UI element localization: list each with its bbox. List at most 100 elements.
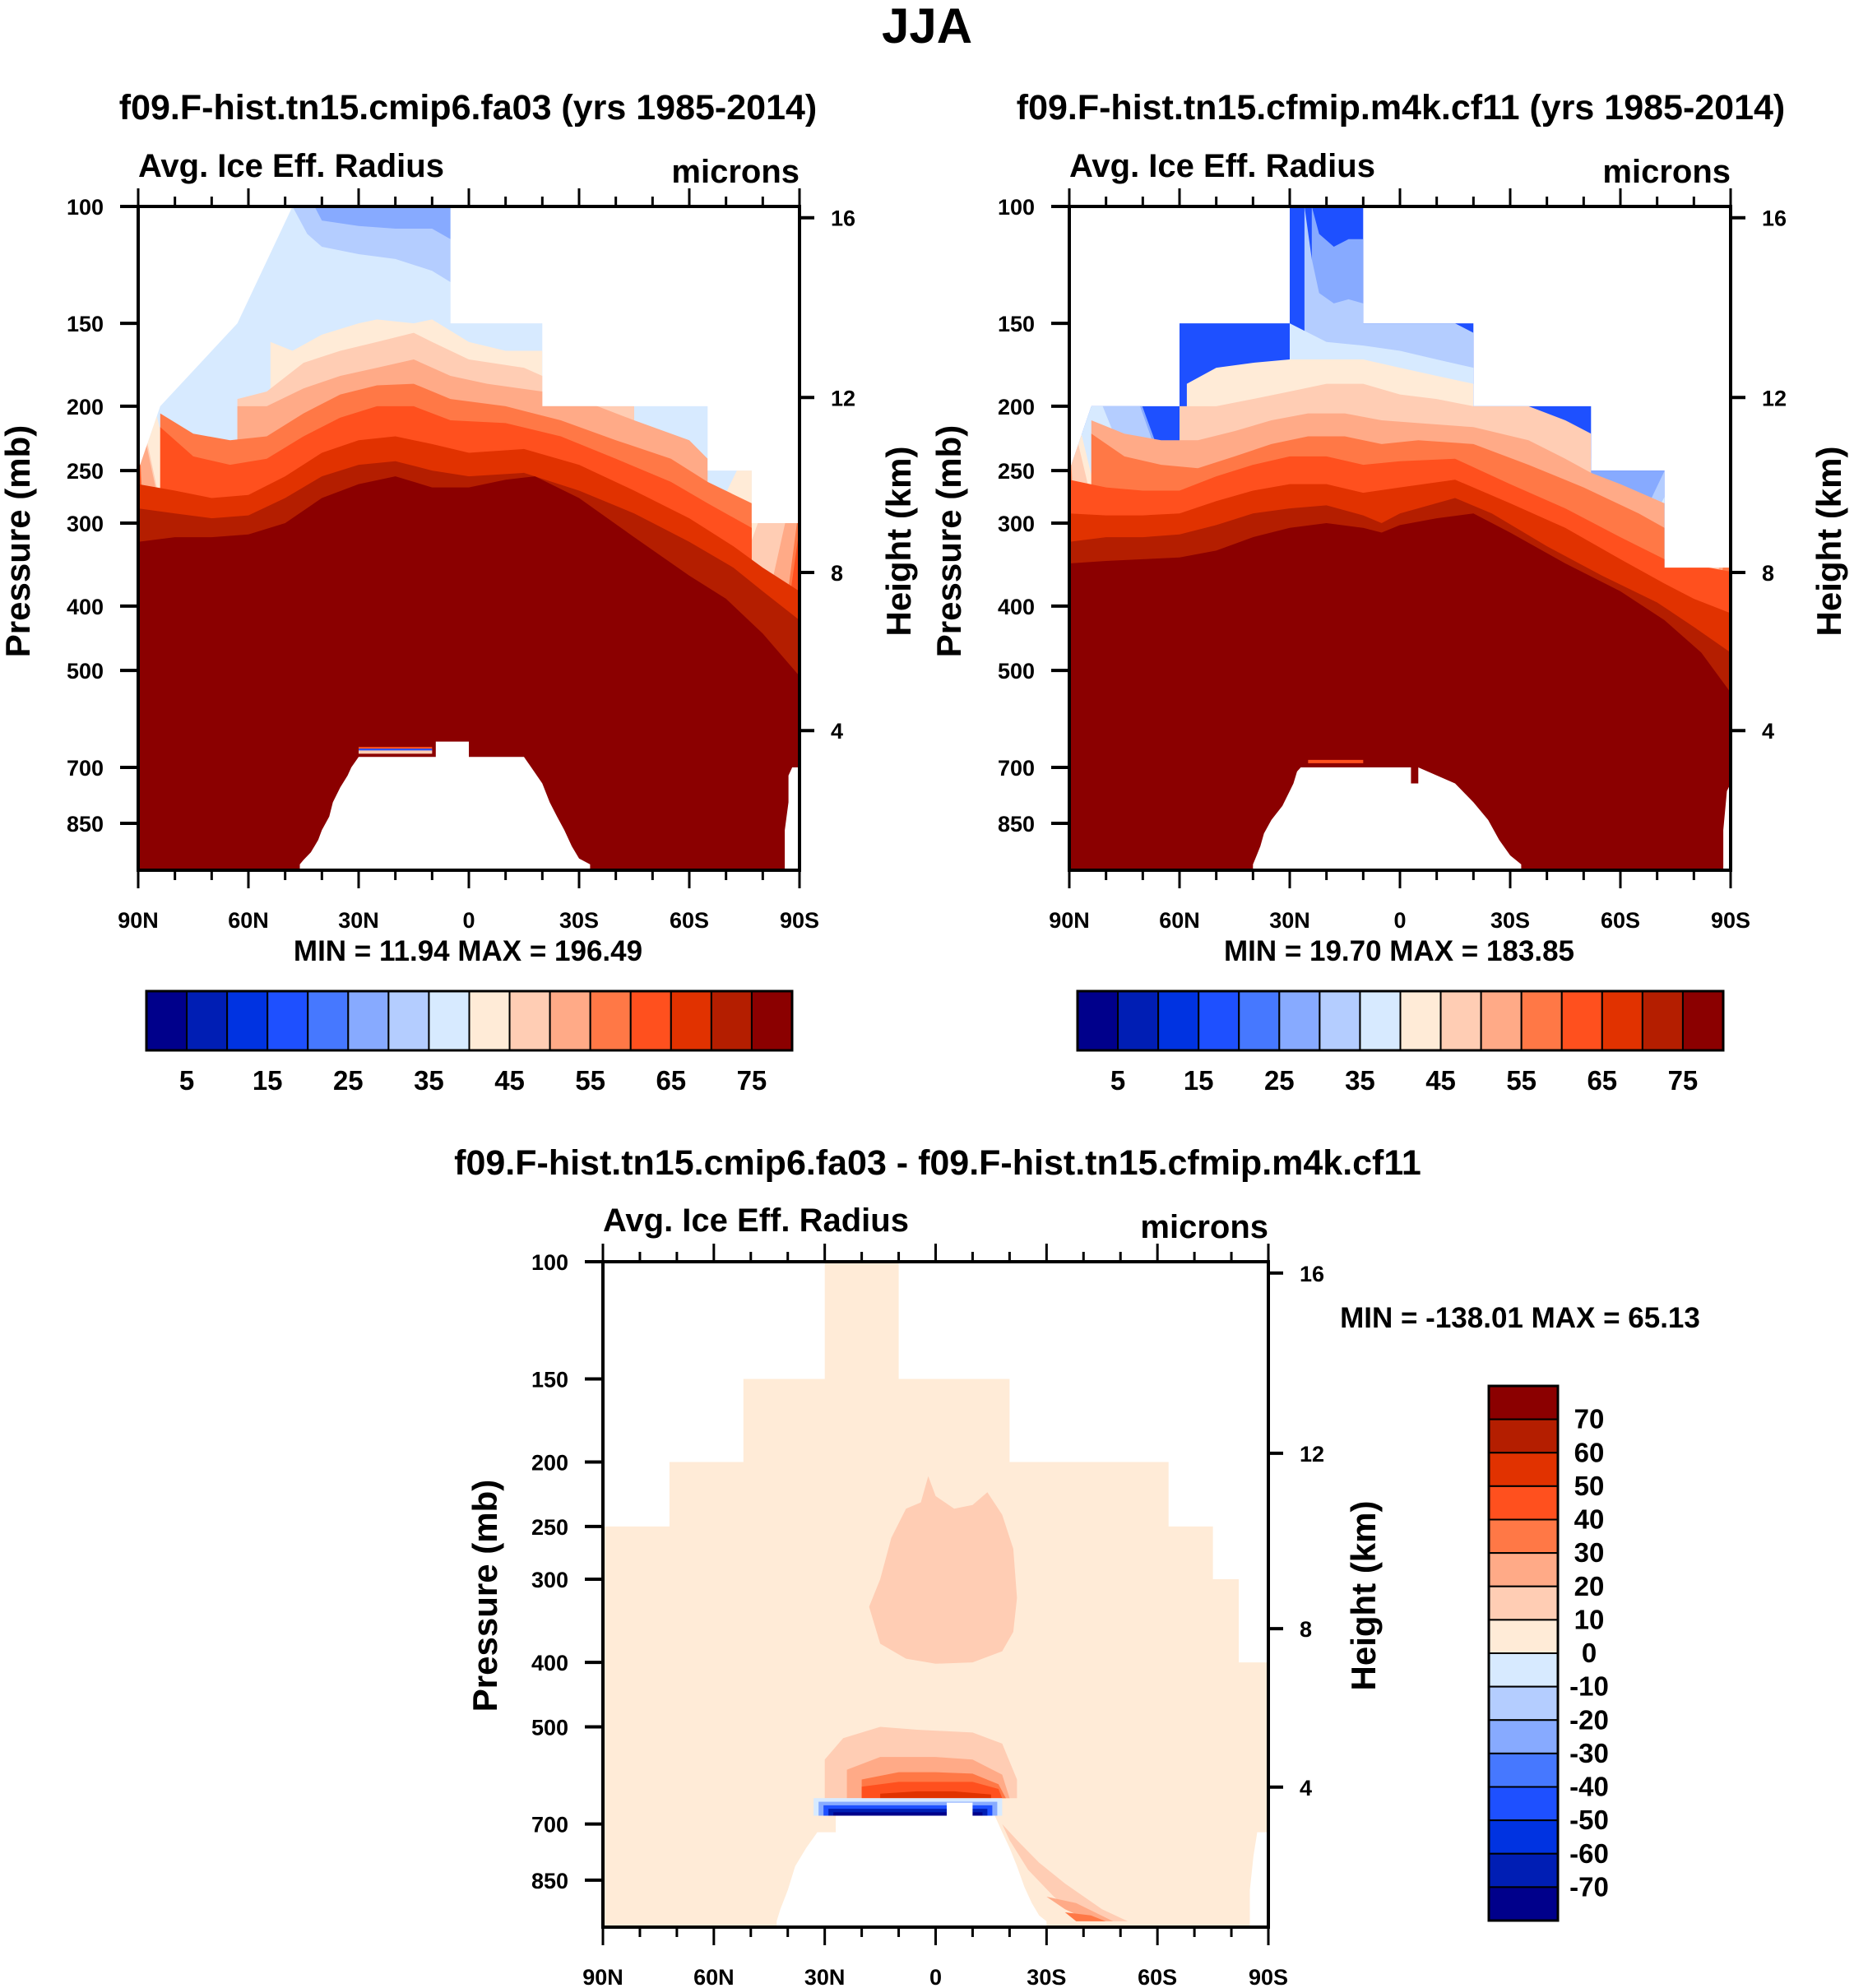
y-axis-right-title: Height (km) bbox=[1810, 447, 1848, 637]
y-right-tick-label: 8 bbox=[1300, 1617, 1312, 1642]
colorbar-label: 35 bbox=[414, 1065, 444, 1096]
contour-band bbox=[1069, 513, 1731, 870]
y-right-tick-label: 8 bbox=[831, 561, 843, 586]
colorbar: 5 15 25 35 45 55 65 75 bbox=[1076, 989, 1725, 1096]
colorbar-swatch bbox=[1488, 1518, 1559, 1555]
colorbar-swatch bbox=[710, 990, 753, 1051]
colorbar-swatch bbox=[1319, 990, 1361, 1051]
panel-title: f09.F-hist.tn15.cmip6.fa03 (yrs 1985-201… bbox=[119, 88, 817, 127]
colorbar-label: 55 bbox=[575, 1065, 605, 1096]
colorbar-swatch bbox=[1488, 1819, 1559, 1855]
contour-plot: 90N 60N 30N 0 30S 60S 90S 100 150 200 250 300 400 500… bbox=[998, 188, 1787, 933]
y-tick-label: 300 bbox=[531, 1568, 568, 1592]
contour-plot: 90N 60N 30N 0 30S 60S 90S 100 150 200 250 300 400 500… bbox=[531, 1244, 1324, 1988]
colorbar-label: 65 bbox=[656, 1065, 686, 1096]
x-tick-label: 60N bbox=[693, 1965, 735, 1988]
colorbar-swatch bbox=[1560, 990, 1603, 1051]
colorbar-label: 55 bbox=[1506, 1065, 1537, 1096]
x-tick-label: 30N bbox=[338, 908, 379, 933]
colorbar-swatch bbox=[387, 990, 430, 1051]
x-tick-label: 60N bbox=[228, 908, 269, 933]
colorbar-swatch bbox=[226, 990, 269, 1051]
y-tick-label: 100 bbox=[531, 1250, 568, 1275]
x-tick-label: 90N bbox=[1049, 908, 1090, 933]
colorbar-swatch bbox=[629, 990, 672, 1051]
units-label: microns bbox=[1602, 154, 1731, 190]
topography-mask bbox=[776, 1802, 1047, 1927]
colorbar-swatch bbox=[589, 990, 632, 1051]
colorbar-label: 5 bbox=[179, 1065, 194, 1096]
contour-fill-group bbox=[138, 206, 800, 870]
y-tick-label: 300 bbox=[67, 512, 104, 536]
negative-anomaly-band bbox=[833, 1812, 983, 1816]
near-surface-anomaly bbox=[359, 748, 433, 753]
colorbar-swatch bbox=[1488, 1585, 1559, 1621]
y-tick-label: 250 bbox=[67, 459, 104, 484]
colorbar-swatch bbox=[1488, 1418, 1559, 1454]
variable-label: Avg. Ice Eff. Radius bbox=[603, 1203, 909, 1239]
y-tick-label: 150 bbox=[531, 1367, 568, 1392]
colorbar-label: -20 bbox=[1569, 1704, 1609, 1735]
colorbar-swatch bbox=[1488, 1452, 1559, 1487]
y-right-tick-label: 4 bbox=[831, 719, 843, 744]
colorbar-swatch bbox=[307, 990, 350, 1051]
colorbar-label: 45 bbox=[1425, 1065, 1456, 1096]
y-tick-label: 700 bbox=[67, 756, 104, 781]
colorbar-label: 60 bbox=[1574, 1437, 1605, 1467]
near-surface-anomaly bbox=[359, 750, 433, 754]
min-max-label: MIN = 19.70 MAX = 183.85 bbox=[1224, 935, 1574, 967]
colorbar-label: 70 bbox=[1574, 1404, 1605, 1434]
units-label: microns bbox=[671, 154, 800, 190]
y-right-tick-label: 16 bbox=[1300, 1262, 1324, 1286]
colorbar-swatch bbox=[1238, 990, 1281, 1051]
colorbar-swatch bbox=[1488, 1852, 1559, 1888]
y-tick-label: 300 bbox=[998, 512, 1035, 536]
colorbar-swatch bbox=[508, 990, 551, 1051]
colorbar-swatch bbox=[1399, 990, 1442, 1051]
topography-mask bbox=[1249, 1832, 1268, 1927]
colorbar-swatch bbox=[1488, 1619, 1559, 1654]
colorbar-frame bbox=[1076, 989, 1725, 1052]
colorbar: 5 15 25 35 45 55 65 75 bbox=[145, 989, 794, 1096]
colorbar-swatch bbox=[1278, 990, 1321, 1051]
contour-band bbox=[1064, 1912, 1106, 1921]
near-surface-anomaly bbox=[359, 747, 433, 751]
y-right-tick-label: 4 bbox=[1762, 719, 1774, 744]
colorbar-frame bbox=[145, 989, 794, 1052]
colorbar-swatch bbox=[670, 990, 712, 1051]
y-tick-label: 200 bbox=[998, 395, 1035, 419]
y-axis-right-title: Height (km) bbox=[879, 447, 918, 637]
y-right-tick-label: 16 bbox=[1762, 206, 1787, 231]
figure-title: JJA bbox=[882, 0, 972, 53]
y-right-tick-label: 16 bbox=[831, 206, 855, 231]
y-tick-label: 400 bbox=[531, 1651, 568, 1675]
y-tick-label: 200 bbox=[67, 395, 104, 419]
negative-anomaly-band bbox=[828, 1809, 988, 1816]
x-tick-label: 90S bbox=[780, 908, 819, 933]
colorbar-swatch bbox=[1488, 1685, 1559, 1722]
y-right-tick-label: 8 bbox=[1762, 561, 1774, 586]
y-tick-label: 100 bbox=[67, 195, 104, 220]
colorbar-swatch bbox=[1488, 1886, 1559, 1921]
y-tick-label: 400 bbox=[998, 595, 1035, 619]
colorbar-label: 75 bbox=[737, 1065, 767, 1096]
colorbar-swatch bbox=[347, 990, 390, 1051]
colorbar-swatch bbox=[1198, 990, 1240, 1051]
y-tick-label: 850 bbox=[531, 1869, 568, 1893]
y-tick-label: 150 bbox=[998, 312, 1035, 336]
x-tick-label: 60S bbox=[1601, 908, 1640, 933]
colorbar-swatch bbox=[1488, 1385, 1559, 1420]
colorbar-frame bbox=[1487, 1384, 1560, 1922]
colorbar-swatch bbox=[1488, 1752, 1559, 1788]
y-tick-label: 150 bbox=[67, 312, 104, 336]
colorbar-label: 10 bbox=[1574, 1604, 1605, 1634]
contour-band bbox=[314, 206, 451, 239]
y-tick-label: 850 bbox=[67, 812, 104, 836]
near-surface-anomaly bbox=[1308, 759, 1364, 763]
y-tick-label: 700 bbox=[531, 1813, 568, 1837]
x-tick-label: 30S bbox=[1490, 908, 1530, 933]
y-right-tick-label: 12 bbox=[1300, 1442, 1324, 1467]
y-tick-label: 250 bbox=[531, 1515, 568, 1540]
y-tick-label: 500 bbox=[67, 659, 104, 684]
y-right-tick-label: 12 bbox=[831, 386, 855, 410]
